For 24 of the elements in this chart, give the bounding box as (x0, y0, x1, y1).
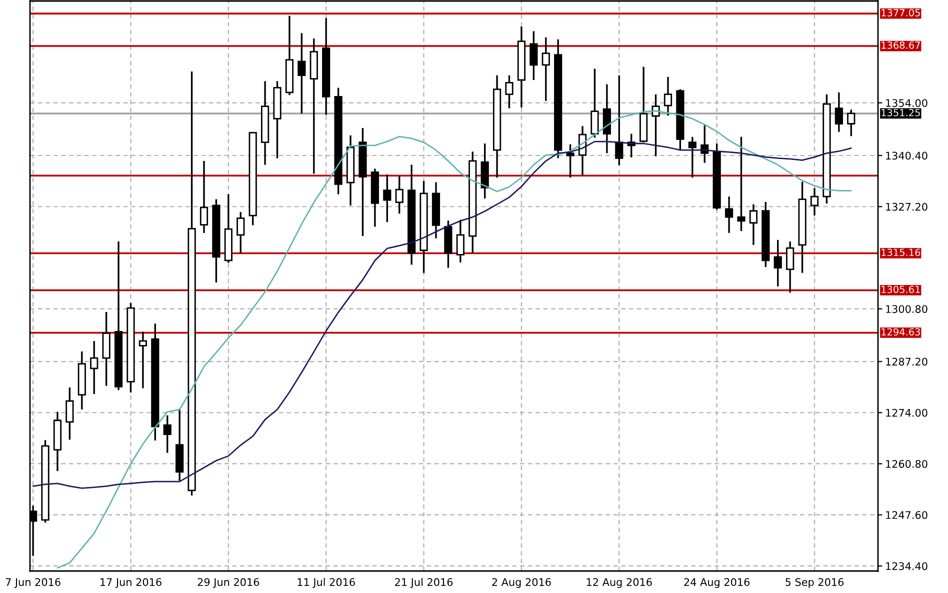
ref-line-label: 1305.61 (882, 286, 920, 294)
ref-line-label: 1377.05 (882, 9, 920, 16)
y-tick-label: 1274.00 (886, 408, 928, 417)
x-tick-label: 2 Aug 2016 (492, 578, 551, 588)
ref-line-label: 1315.16 (882, 248, 920, 256)
y-tick-label: 1234.40 (886, 562, 928, 570)
x-tick-label: 24 Aug 2016 (684, 578, 750, 588)
y-tick-label: 1287.20 (886, 358, 928, 366)
ref-line-label: 1294.63 (882, 328, 920, 336)
y-tick-label: 1247.60 (886, 511, 928, 519)
x-tick-label: 17 Jun 2016 (100, 578, 162, 588)
x-tick-label: 12 Aug 2016 (586, 578, 652, 588)
y-tick-label: 1340.40 (886, 152, 928, 160)
ref-line-label: 1368.67 (882, 42, 920, 49)
y-tick-label: 1354.00 (886, 99, 928, 107)
x-tick-label: 29 Jun 2016 (198, 578, 260, 588)
x-tick-label: 21 Jul 2016 (395, 578, 453, 588)
y-tick-label: 1327.20 (886, 202, 928, 211)
x-tick-label: 7 Jun 2016 (6, 578, 60, 588)
x-tick-label: 11 Jul 2016 (298, 578, 355, 588)
y-tick-label: 1300.80 (886, 305, 928, 313)
x-tick-label: 5 Sep 2016 (786, 578, 844, 588)
ref-line-label: 1351.25 (882, 108, 920, 116)
y-tick-label: 1260.80 (886, 460, 928, 468)
